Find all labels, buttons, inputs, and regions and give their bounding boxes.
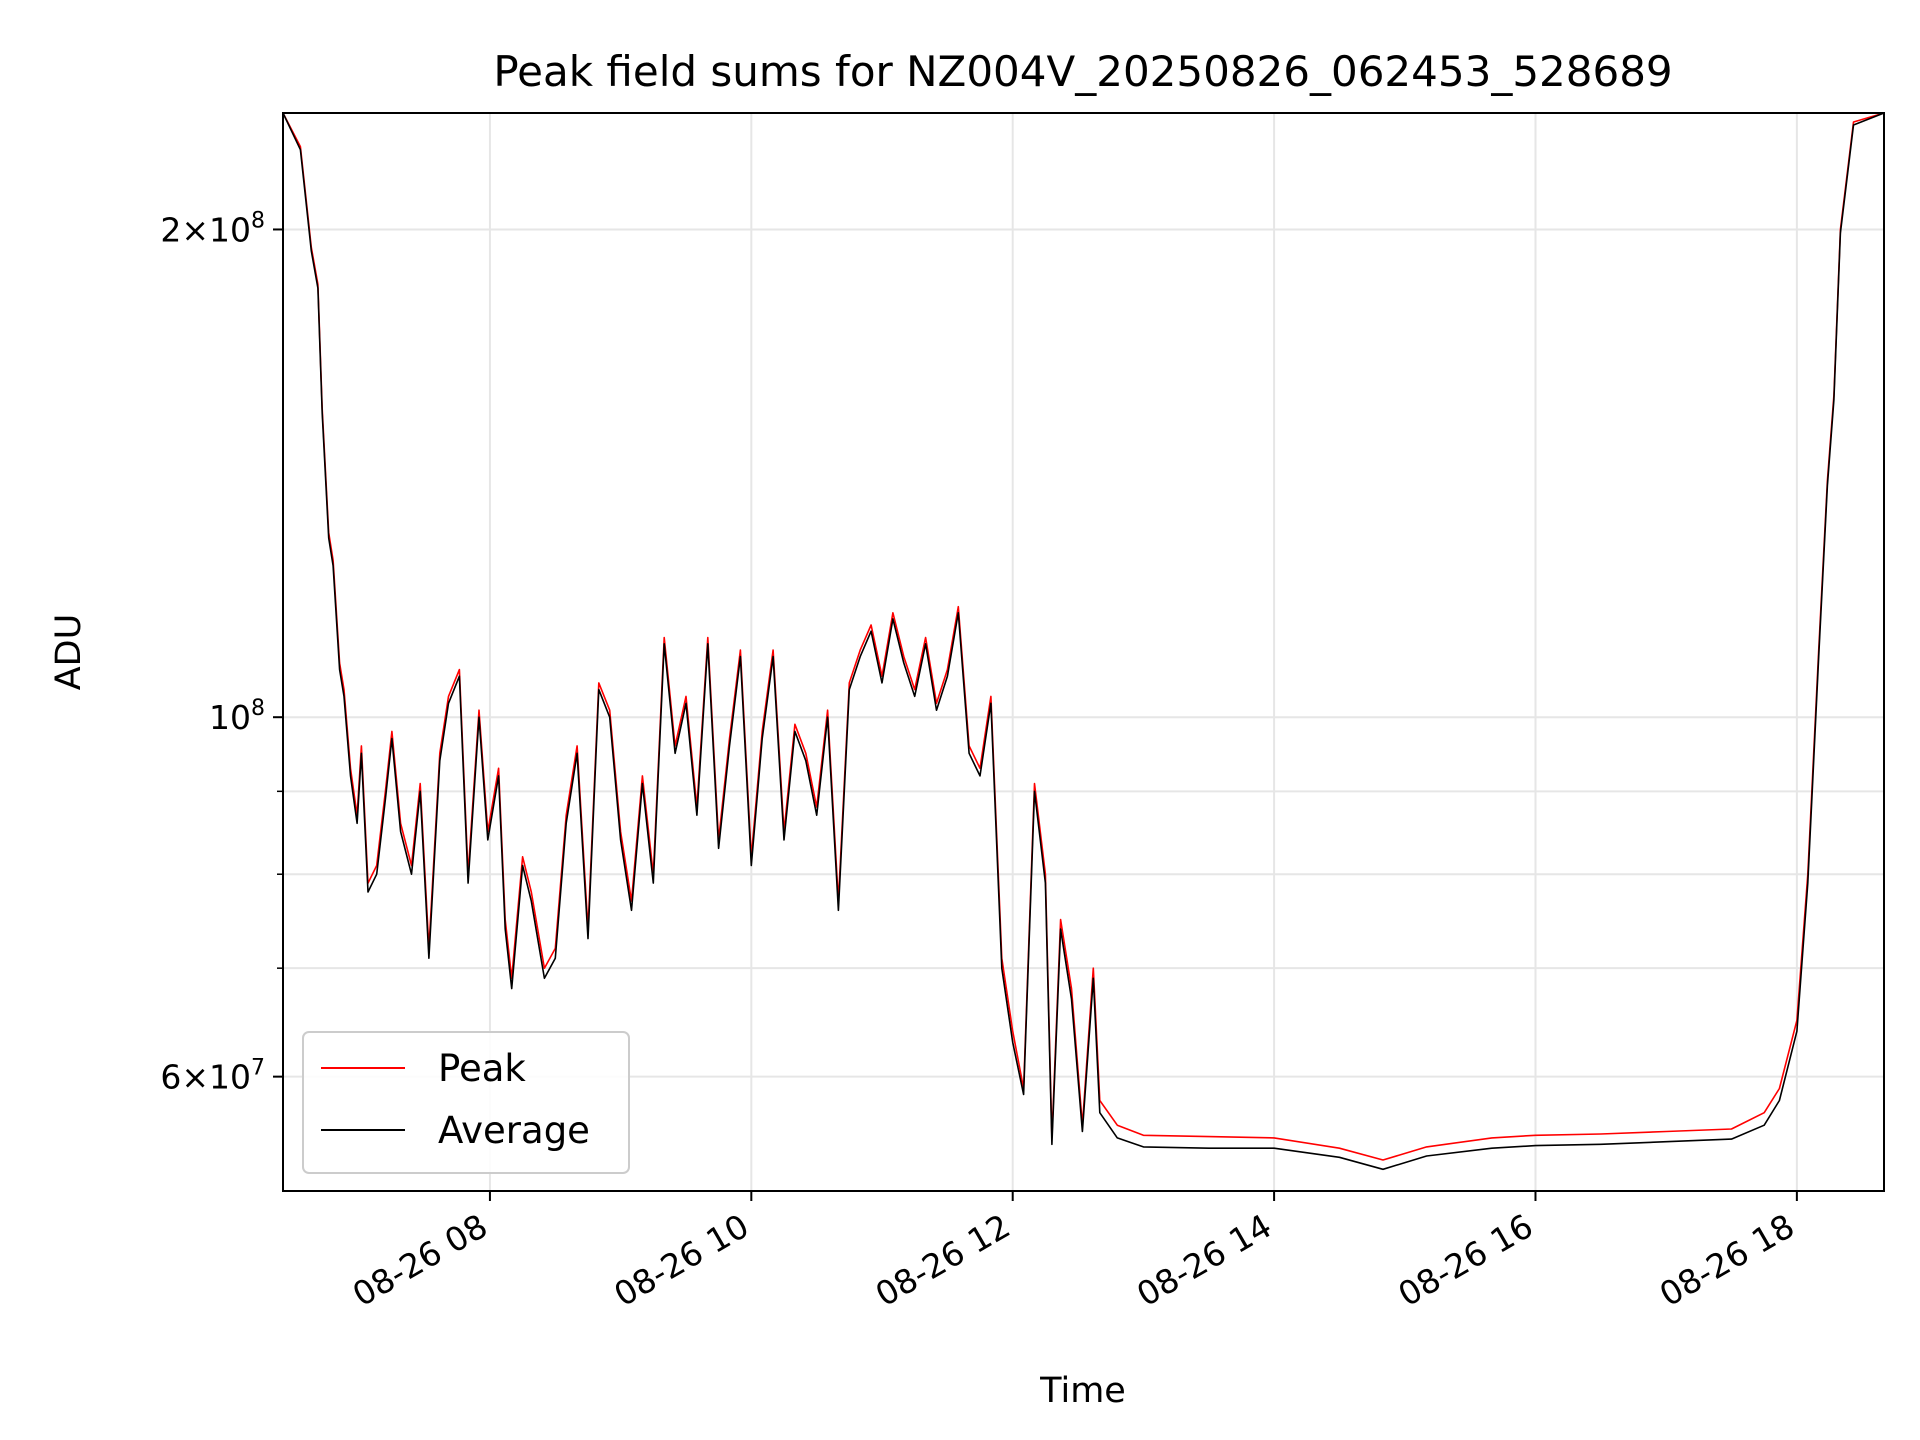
series-layer <box>282 112 1885 1171</box>
y-tick-label: 108 <box>209 696 265 737</box>
legend: Peak Average <box>302 1031 630 1174</box>
legend-label-average: Average <box>438 1109 590 1152</box>
x-axis-ticks: 08-26 08 08-26 10 08-26 12 08-26 14 08-26 16… <box>346 1191 1801 1314</box>
x-tick-label: 08-26 18 <box>1653 1206 1801 1314</box>
y-axis-label: ADU <box>49 614 89 691</box>
series-line-peak <box>282 112 1885 1161</box>
y-tick-label: 2×108 <box>160 208 265 249</box>
grid-lines <box>283 113 1884 1191</box>
x-tick-label: 08-26 16 <box>1391 1206 1539 1314</box>
x-tick-label: 08-26 14 <box>1130 1206 1278 1314</box>
x-tick-label: 08-26 12 <box>869 1206 1017 1314</box>
plot-frame <box>282 112 1885 1192</box>
y-axis-ticks: 6×107 108 2×108 <box>160 208 283 1097</box>
legend-label-peak: Peak <box>438 1047 526 1090</box>
y-tick-label: 6×107 <box>160 1056 265 1097</box>
series-line-average <box>282 112 1885 1171</box>
x-axis-label: Time <box>1039 1371 1126 1411</box>
x-tick-label: 08-26 10 <box>607 1206 755 1314</box>
x-tick-label: 08-26 08 <box>346 1206 494 1314</box>
chart-title: Peak field sums for NZ004V_20250826_0624… <box>493 47 1672 96</box>
